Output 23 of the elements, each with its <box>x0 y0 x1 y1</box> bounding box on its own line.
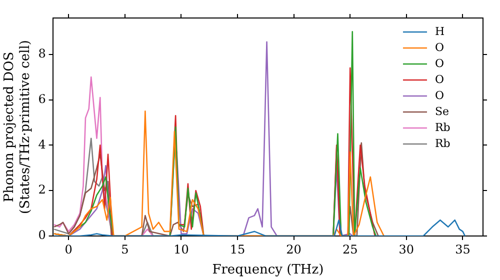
legend-label: O <box>435 72 444 86</box>
x-tick-label: 25 <box>342 242 358 256</box>
legend-label: O <box>435 88 444 102</box>
x-tick-label: 20 <box>286 242 302 256</box>
legend-label: Rb <box>435 120 450 134</box>
y-axis-title: Phonon projected DOS (States/THz·primitive cell) <box>2 40 33 214</box>
x-tick-label: 15 <box>230 242 246 256</box>
legend-label: Rb <box>435 136 450 150</box>
y-tick-label: 6 <box>38 92 46 106</box>
y-tick-label: 2 <box>38 182 46 197</box>
x-tick-label: 35 <box>455 242 470 256</box>
x-axis-title: Frequency (THz) <box>212 262 324 278</box>
x-tick-label: 5 <box>121 242 129 256</box>
x-tick-label: 30 <box>398 242 414 256</box>
legend-label: O <box>435 56 444 70</box>
legend-label: O <box>435 40 444 54</box>
x-tick-label: 10 <box>174 242 189 256</box>
y-tick-label: 4 <box>38 137 46 152</box>
y-tick-label: 0 <box>38 228 46 242</box>
legend-label: Se <box>435 104 450 118</box>
x-tick-label: 0 <box>64 242 72 256</box>
legend-label: H <box>435 24 445 38</box>
y-tick-label: 8 <box>38 46 46 60</box>
